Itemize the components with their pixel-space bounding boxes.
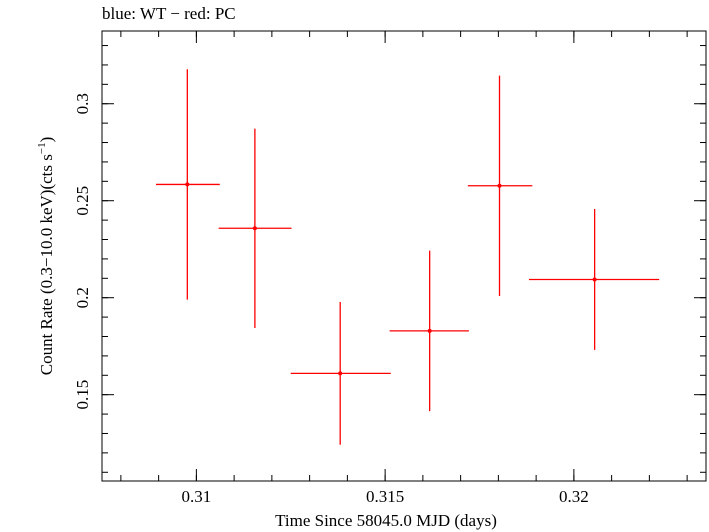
y-tick-label: 0.25 (73, 186, 92, 216)
x-tick-label: 0.31 (182, 487, 212, 506)
data-points (155, 69, 660, 445)
point-marker (497, 183, 502, 188)
chart-title: blue: WT − red: PC (102, 4, 236, 23)
point-marker (338, 371, 343, 376)
y-axis-label-superscript: −1 (36, 142, 48, 154)
x-tick-label: 0.315 (366, 487, 404, 506)
point-marker (252, 226, 257, 231)
point-marker (592, 277, 597, 282)
y-tick-label: 0.3 (73, 93, 92, 114)
y-axis-label-tail: ) (37, 137, 56, 143)
x-axis-label: Time Since 58045.0 MJD (days) (275, 511, 497, 530)
axis-ticks (102, 31, 706, 481)
point-marker (185, 182, 190, 187)
point-marker (427, 328, 432, 333)
data-point (218, 128, 292, 328)
y-tick-label: 0.15 (73, 380, 92, 410)
x-tick-label: 0.32 (559, 487, 589, 506)
data-point (389, 250, 469, 412)
data-point (155, 69, 220, 300)
y-axis-label: Count Rate (0.3−10.0 keV)(cts s−1) (36, 137, 56, 376)
y-axis-label-main: Count Rate (0.3−10.0 keV)(cts s (37, 154, 56, 375)
y-tick-label: 0.2 (73, 287, 92, 308)
tick-labels: 0.31 0.315 0.32 0.15 0.2 0.25 0.3 (73, 93, 589, 506)
plot-frame (101, 30, 707, 482)
data-point (528, 209, 660, 350)
data-point (290, 301, 391, 445)
data-point (467, 75, 533, 296)
